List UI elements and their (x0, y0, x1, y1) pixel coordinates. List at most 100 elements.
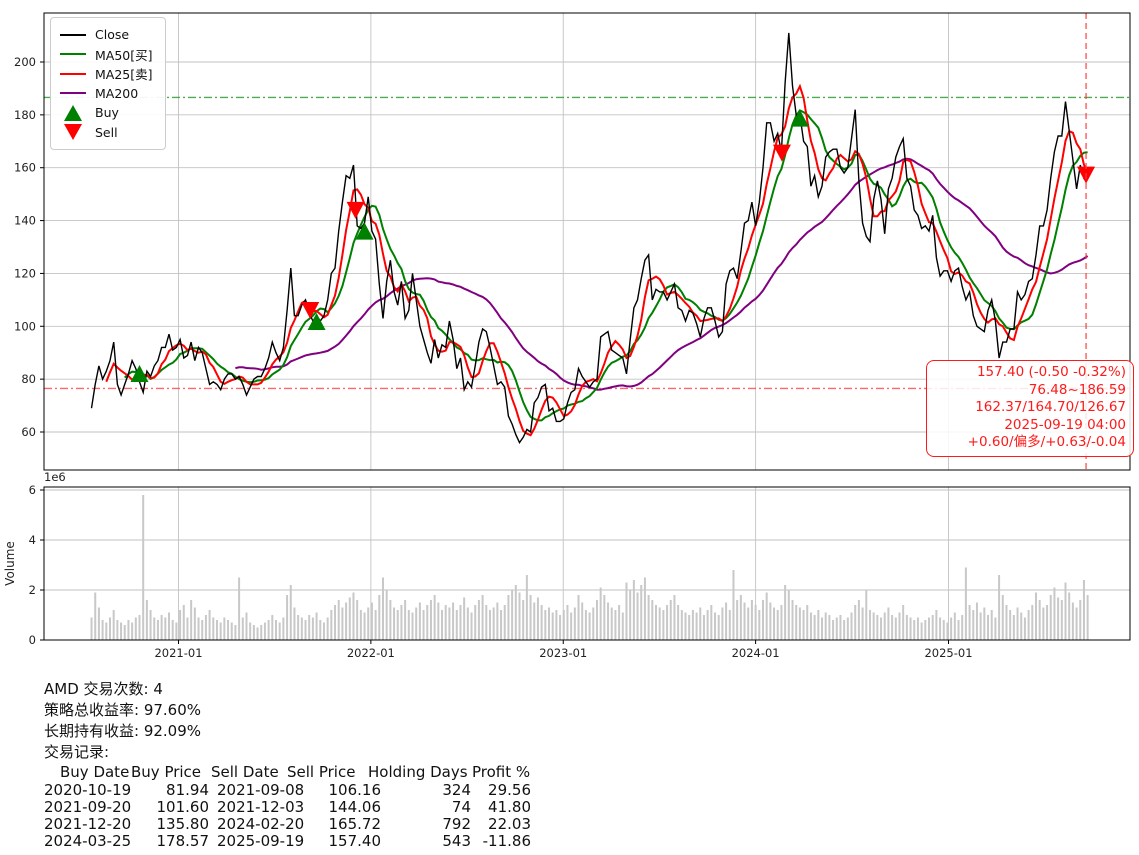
volume-bar (1038, 600, 1041, 640)
volume-bar (252, 625, 255, 640)
sell-marker (772, 144, 791, 162)
volume-bar (636, 592, 639, 640)
volume-bar (267, 620, 270, 640)
cell-buy-date: 2021-12-20 (44, 814, 132, 833)
volume-bar (570, 612, 573, 640)
buy-marker (307, 313, 326, 331)
volume-bar (673, 595, 676, 640)
legend-line-swatch (60, 53, 86, 56)
y-tick-label: 100 (14, 319, 36, 333)
volume-bar (367, 607, 370, 640)
volume-bar (872, 612, 875, 640)
volume-bar (843, 620, 846, 640)
volume-bar (610, 607, 613, 640)
volume-bar (529, 595, 532, 640)
cell-buy-price: 178.57 (156, 832, 210, 851)
legend-item-buy: Buy (60, 103, 153, 123)
volume-bar (123, 625, 126, 640)
volume-bar (260, 625, 263, 640)
volume-bar (968, 605, 971, 640)
volume-bar (669, 600, 672, 640)
cell-sell-date: 2024-02-20 (217, 814, 305, 833)
volume-bar (437, 602, 440, 640)
volume-bar (905, 615, 908, 640)
sell-triangle-icon (60, 123, 86, 141)
volume-bar (164, 617, 167, 640)
cell-sell-price: 106.16 (328, 780, 382, 799)
volume-bar (654, 605, 657, 640)
volume-bar (990, 610, 993, 640)
volume-bar (1068, 592, 1071, 640)
volume-bar (186, 617, 189, 640)
volume-bar (108, 617, 111, 640)
volume-bar (422, 610, 425, 640)
volume-bar (702, 615, 705, 640)
volume-bar (145, 600, 148, 640)
volume-bar (238, 577, 241, 640)
volume-bar (548, 607, 551, 640)
volume-bar (983, 607, 986, 640)
trade-row: 2021-09-20 101.60 2021-12-03 144.06 74 4… (44, 798, 531, 816)
volume-bar (551, 612, 554, 640)
volume-bar (168, 612, 171, 640)
volume-bar (776, 610, 779, 640)
volume-bar (319, 620, 322, 640)
volume-bar (459, 605, 462, 640)
volume-bar (555, 610, 558, 640)
volume-bar (378, 595, 381, 640)
volume-bar (651, 600, 654, 640)
volume-bar (739, 595, 742, 640)
volume-bar (219, 622, 222, 640)
volume-bar (481, 595, 484, 640)
cell-buy-price: 81.94 (166, 780, 209, 799)
volume-bar (429, 600, 432, 640)
line-swatch-icon (60, 33, 86, 36)
volume-bar (363, 612, 366, 640)
line-swatch-icon (60, 53, 86, 56)
volume-bar (485, 605, 488, 640)
volume-bar (330, 610, 333, 640)
volume-bar (994, 617, 997, 640)
volume-bar (603, 595, 606, 640)
volume-bar (90, 617, 93, 640)
volume-bar (765, 592, 768, 640)
volume-bar (839, 615, 842, 640)
volume-bar (522, 600, 525, 640)
legend-label: MA25[卖] (95, 67, 153, 83)
header-profit-pct: Profit % (472, 763, 531, 781)
volume-bar (1027, 610, 1030, 640)
volume-bar (463, 597, 466, 640)
volume-bar (507, 595, 510, 640)
volume-bar (706, 610, 709, 640)
volume-bar (101, 620, 104, 640)
volume-y-tick-label: 0 (29, 633, 36, 647)
volume-bar (1053, 587, 1056, 640)
volume-bar (817, 610, 820, 640)
header-indent (44, 764, 60, 782)
volume-bar (138, 615, 141, 640)
volume-bar (876, 615, 879, 640)
volume-bar (536, 597, 539, 640)
volume-bar (182, 605, 185, 640)
y-tick-label: 140 (14, 214, 36, 228)
volume-bar (647, 595, 650, 640)
volume-bar (455, 610, 458, 640)
cell-profit-pct: -11.86 (482, 832, 531, 851)
volume-bar (444, 605, 447, 640)
volume-axis-title: Volume (3, 541, 17, 586)
legend-item-close: Close (60, 25, 153, 45)
volume-bar (795, 605, 798, 640)
volume-bar (791, 600, 794, 640)
y-tick-label: 180 (14, 108, 36, 122)
summary-hold-return: 长期持有收益: 92.09% (44, 722, 202, 740)
volume-bar (179, 610, 182, 640)
ma200-line (235, 157, 1089, 391)
volume-bar (1012, 615, 1015, 640)
sell-marker (301, 302, 320, 320)
header-holding-days: Holding Days (368, 763, 468, 781)
cell-holding-days: 543 (442, 832, 471, 851)
volume-bar (488, 610, 491, 640)
volume-bar (868, 610, 871, 640)
volume-bar (441, 610, 444, 640)
